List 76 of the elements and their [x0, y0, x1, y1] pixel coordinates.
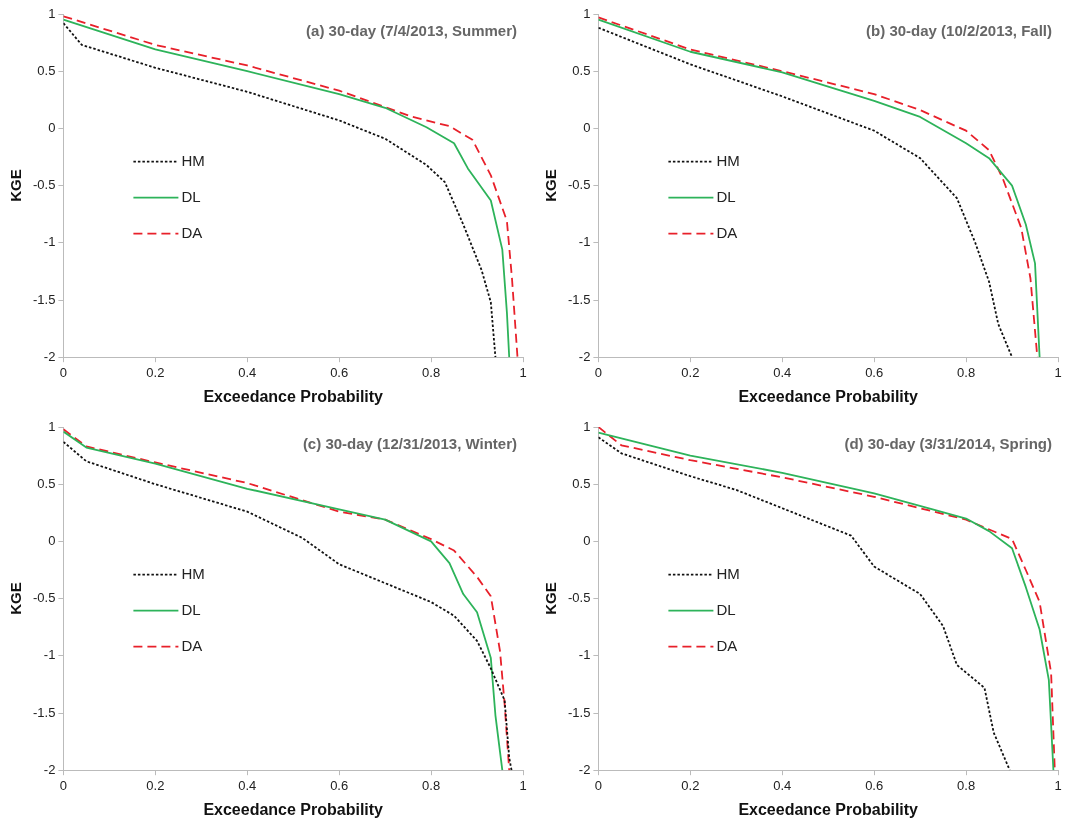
y-tick-label: -1 [578, 234, 591, 250]
y-tick-label: -1.5 [567, 704, 591, 720]
y-axis-title: KGE [542, 582, 560, 615]
y-tick-label: -0.5 [567, 177, 591, 193]
x-tick-label: 0.4 [773, 364, 792, 380]
legend-label: DA [716, 636, 738, 654]
x-tick-label: 0.4 [238, 777, 257, 793]
x-axis-title: Exceedance Probability [203, 800, 384, 818]
y-axis-title: KGE [7, 169, 25, 202]
x-axis-title: Exceedance Probability [203, 387, 384, 405]
x-axis-title: Exceedance Probability [738, 387, 919, 405]
legend-label: HM [181, 151, 205, 169]
text: (c) 30-day (12/31/2013, Winter) [302, 434, 517, 452]
y-tick-label: 0.5 [37, 62, 56, 78]
y-tick-label: -1.5 [32, 704, 56, 720]
y-tick-label: 1 [48, 5, 56, 21]
text: (a) 30-day (7/4/2013, Summer) [306, 21, 517, 39]
legend-label: DA [181, 223, 203, 241]
x-tick-label: 1 [519, 364, 527, 380]
x-tick-label: 1 [1054, 777, 1062, 793]
x-tick-label: 1 [1054, 364, 1062, 380]
x-tick-label: 0 [59, 364, 68, 380]
y-tick-label: 1 [583, 5, 591, 21]
x-tick-label: 0 [594, 777, 603, 793]
x-tick-label: 0.4 [773, 777, 792, 793]
y-tick-label: 0.5 [572, 62, 591, 78]
x-tick-label: 0.6 [330, 777, 349, 793]
x-tick-label: 0.2 [681, 777, 700, 793]
legend-label: HM [716, 564, 740, 582]
x-tick-label: 0.6 [330, 364, 349, 380]
legend-label: DA [716, 223, 738, 241]
legend-label: DL [716, 600, 736, 618]
y-tick-label: 0 [48, 119, 56, 135]
x-tick-label: 0.8 [422, 777, 441, 793]
x-tick-label: 0.8 [957, 364, 976, 380]
y-tick-label: -1 [578, 647, 591, 663]
y-axis-title: KGE [7, 582, 25, 615]
legend-label: DL [181, 187, 201, 205]
y-tick-label: -1 [43, 234, 56, 250]
y-tick-label: 1 [48, 418, 56, 434]
legend-label: HM [716, 151, 740, 169]
x-tick-label: 0.6 [865, 777, 884, 793]
y-tick-label: 1 [583, 418, 591, 434]
x-tick-label: 0 [594, 364, 603, 380]
text: (b) 30-day (10/2/2013, Fall) [866, 21, 1052, 39]
y-tick-label: 0 [583, 532, 591, 548]
text: (d) 30-day (3/31/2014, Spring) [844, 434, 1052, 452]
y-tick-label: -2 [43, 761, 56, 777]
y-tick-label: 0.5 [572, 475, 591, 491]
y-tick-label: -1.5 [567, 291, 591, 307]
y-tick-label: -1 [43, 647, 56, 663]
x-tick-label: 0.6 [865, 364, 884, 380]
y-tick-label: -1.5 [32, 291, 56, 307]
y-axis-title: KGE [542, 169, 560, 202]
y-tick-label: -0.5 [32, 177, 56, 193]
legend-label: DA [181, 636, 203, 654]
y-tick-label: -2 [578, 761, 591, 777]
x-axis-title: Exceedance Probability [738, 800, 919, 818]
y-tick-label: -0.5 [567, 590, 591, 606]
x-tick-label: 0.8 [422, 364, 441, 380]
legend-label: DL [181, 600, 201, 618]
legend-label: DL [716, 187, 736, 205]
x-tick-label: 0.4 [238, 364, 257, 380]
x-tick-label: 0.2 [146, 364, 165, 380]
y-tick-label: 0 [583, 119, 591, 135]
x-tick-label: 0.2 [146, 777, 165, 793]
y-tick-label: -2 [43, 348, 56, 364]
y-tick-label: -0.5 [32, 590, 56, 606]
y-tick-label: 0.5 [37, 475, 56, 491]
x-tick-label: 0 [59, 777, 68, 793]
legend-label: HM [181, 564, 205, 582]
y-tick-label: -2 [578, 348, 591, 364]
x-tick-label: 0.8 [957, 777, 976, 793]
x-tick-label: 0.2 [681, 364, 700, 380]
y-tick-label: 0 [48, 532, 56, 548]
x-tick-label: 1 [519, 777, 527, 793]
